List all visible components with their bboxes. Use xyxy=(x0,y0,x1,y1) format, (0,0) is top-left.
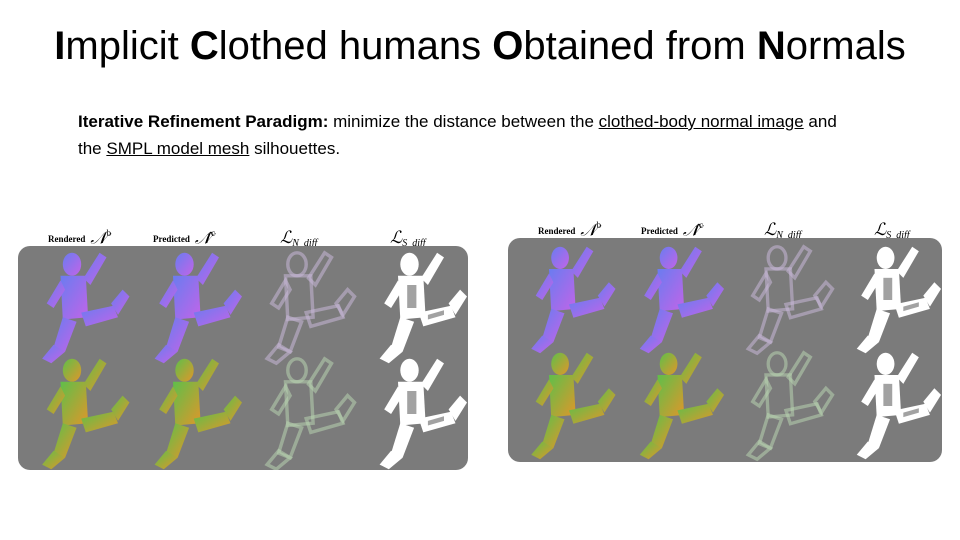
description-lead: Iterative Refinement Paradigm: xyxy=(78,112,329,131)
description-text: silhouettes. xyxy=(249,139,341,158)
human-figure xyxy=(856,246,942,354)
figure-left-header: Rendered 𝒩b Predicted 𝒩̂c ℒN_diff ℒS_diff xyxy=(18,222,468,252)
figure-left-svg xyxy=(42,250,467,470)
label-predicted: Predicted 𝒩̂c xyxy=(153,228,216,248)
human-figure xyxy=(264,356,357,470)
figure-left: Rendered 𝒩b Predicted 𝒩̂c ℒN_diff ℒS_diff xyxy=(18,222,468,470)
title-part: lothed humans xyxy=(218,24,493,68)
description-text: minimize the distance between the xyxy=(328,112,599,131)
human-figure xyxy=(264,250,357,366)
title-part: N xyxy=(756,24,786,68)
human-figure xyxy=(639,246,725,354)
human-figure xyxy=(856,352,942,460)
title-part: O xyxy=(492,24,524,68)
title-part: btained from xyxy=(523,24,757,68)
label-predicted: Predicted 𝒩̂c xyxy=(641,220,704,240)
label-normal-diff: ℒN_diff xyxy=(764,220,802,241)
human-figure xyxy=(154,358,242,470)
label-rendered: Rendered 𝒩b xyxy=(538,220,602,240)
label-normal-diff: ℒN_diff xyxy=(280,228,318,249)
human-figure xyxy=(154,252,242,364)
title-part: C xyxy=(189,24,219,68)
human-figure xyxy=(745,244,835,356)
figure-right-svg xyxy=(531,244,942,462)
human-figure xyxy=(42,252,130,364)
label-rendered: Rendered 𝒩b xyxy=(48,228,112,248)
figure-right-image xyxy=(508,238,942,462)
human-figure xyxy=(379,252,467,364)
slide-title: Implicit Clothed humans Obtained from No… xyxy=(0,22,960,70)
title-part: I xyxy=(54,24,66,68)
figure-right-header: Rendered 𝒩b Predicted 𝒩̂c ℒN_diff ℒS_diff xyxy=(508,214,942,244)
title-part: mplicit xyxy=(65,24,190,68)
description-paragraph: Iterative Refinement Paradigm: minimize … xyxy=(78,108,838,162)
human-figure xyxy=(639,352,725,460)
label-silhouette-diff: ℒS_diff xyxy=(390,228,426,249)
human-figure xyxy=(745,350,835,462)
title-part: ormals xyxy=(785,24,906,68)
human-figure xyxy=(42,358,130,470)
human-figure xyxy=(531,246,616,354)
human-figure xyxy=(531,352,616,460)
human-figure xyxy=(379,358,467,470)
clothed-body-link[interactable]: clothed-body normal image xyxy=(598,112,804,131)
figure-right: Rendered 𝒩b Predicted 𝒩̂c ℒN_diff ℒS_diff xyxy=(508,214,942,462)
label-silhouette-diff: ℒS_diff xyxy=(874,220,910,241)
figure-left-image xyxy=(18,246,468,470)
smpl-mesh-link[interactable]: SMPL model mesh xyxy=(106,139,250,158)
description-text: and the xyxy=(78,112,837,158)
